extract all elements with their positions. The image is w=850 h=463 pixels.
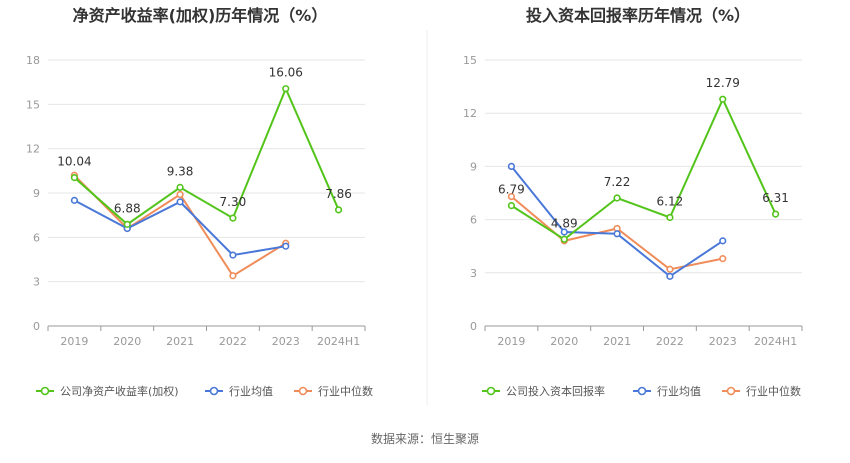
data-label: 4.89 (551, 216, 578, 230)
data-label: 9.38 (167, 164, 194, 178)
data-point-company (507, 201, 516, 210)
x-tick-label: 2021 (603, 335, 631, 348)
x-tick-label: 2020 (550, 335, 578, 348)
data-label: 12.79 (706, 76, 740, 90)
data-point-median (666, 265, 674, 273)
data-point-median (507, 192, 516, 201)
data-point-avg (666, 272, 674, 280)
roic-chart: 投入资本回报率历年情况（%） 0 3 6 9 12 15 2019 2020 2021 2022 20… (463, 6, 803, 398)
x-tick-label: 2022 (656, 335, 684, 348)
y-tick-label: 9 (470, 160, 477, 173)
legend-marker-avg (209, 386, 219, 396)
data-label: 6.12 (657, 194, 684, 208)
data-point-avg (282, 242, 290, 250)
legend-marker-avg (637, 386, 647, 396)
data-point-avg (560, 228, 568, 236)
data-point-avg (613, 230, 621, 238)
x-tick-label: 2020 (113, 335, 141, 348)
data-label: 10.04 (57, 155, 91, 169)
data-point-company (613, 194, 621, 202)
data-label: 7.22 (604, 175, 631, 189)
y-tick-label: 0 (470, 320, 477, 333)
legend-label: 行业中位数 (746, 384, 801, 398)
data-point-company (282, 85, 290, 93)
data-point-company (70, 174, 79, 182)
legend-marker-company (486, 386, 496, 396)
data-point-median (719, 255, 727, 263)
data-point-median (229, 272, 237, 280)
legend-marker-median (298, 386, 308, 396)
y-tick-label: 15 (463, 54, 477, 67)
series-line-company (73, 86, 340, 226)
x-tick-label: 2019 (497, 335, 525, 348)
x-tick-label: 2024H1 (317, 335, 360, 348)
data-point-company (176, 183, 184, 191)
data-point-company (771, 210, 780, 218)
data-label: 6.31 (762, 191, 789, 205)
legend-label: 公司投入资本回报率 (506, 384, 605, 398)
data-point-avg (507, 162, 516, 170)
x-tick-label: 2023 (709, 335, 737, 348)
data-point-company (719, 95, 727, 103)
x-tick-label: 2023 (272, 335, 300, 348)
data-point-company (229, 214, 237, 222)
y-tick-label: 12 (26, 143, 40, 156)
data-point-median (176, 190, 184, 199)
legend-label: 公司净资产收益率(加权) (60, 384, 179, 398)
x-tick-label: 2019 (60, 335, 88, 348)
y-tick-label: 9 (33, 187, 40, 200)
data-label: 6.88 (114, 201, 141, 215)
roe-chart: 净资产收益率(加权)历年情况（%） 0 3 6 9 12 15 18 2019 2020 2021 2… (26, 6, 373, 398)
legend-marker-median (726, 386, 736, 396)
legend-label: 行业均值 (657, 385, 701, 398)
x-tick-label: 2021 (166, 335, 194, 348)
x-tick-label: 2022 (219, 335, 247, 348)
data-point-avg (176, 198, 184, 206)
data-label: 6.79 (498, 183, 525, 197)
legend-label: 行业中位数 (318, 384, 373, 398)
data-point-avg (70, 196, 79, 204)
data-point-company (334, 206, 343, 214)
data-source: 数据来源：恒生聚源 (371, 431, 479, 446)
y-tick-label: 0 (33, 320, 40, 333)
chart-title: 投入资本回报率历年情况（%） (526, 6, 750, 25)
series-line-company (510, 96, 777, 241)
y-tick-label: 6 (470, 214, 477, 227)
y-tick-label: 15 (26, 98, 40, 111)
y-tick-label: 18 (26, 54, 40, 67)
data-label: 7.30 (220, 195, 247, 209)
y-tick-label: 3 (33, 276, 40, 289)
legend-marker-company (40, 386, 50, 396)
data-point-company (123, 220, 131, 228)
y-tick-label: 6 (33, 231, 40, 244)
legend-label: 行业均值 (229, 385, 273, 398)
data-point-avg (229, 251, 237, 259)
data-point-avg (719, 237, 727, 245)
y-tick-label: 3 (470, 267, 477, 280)
data-point-company (666, 213, 674, 222)
y-tick-label: 12 (463, 107, 477, 120)
data-label: 7.86 (325, 187, 352, 201)
chart-title: 净资产收益率(加权)历年情况（%） (73, 6, 328, 25)
x-tick-label: 2024H1 (754, 335, 797, 348)
data-label: 16.06 (269, 66, 303, 80)
data-point-company (560, 235, 568, 243)
